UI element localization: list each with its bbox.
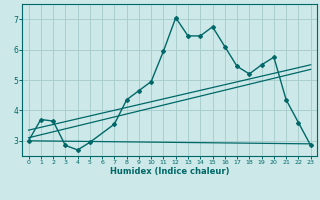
X-axis label: Humidex (Indice chaleur): Humidex (Indice chaleur) [110, 167, 229, 176]
